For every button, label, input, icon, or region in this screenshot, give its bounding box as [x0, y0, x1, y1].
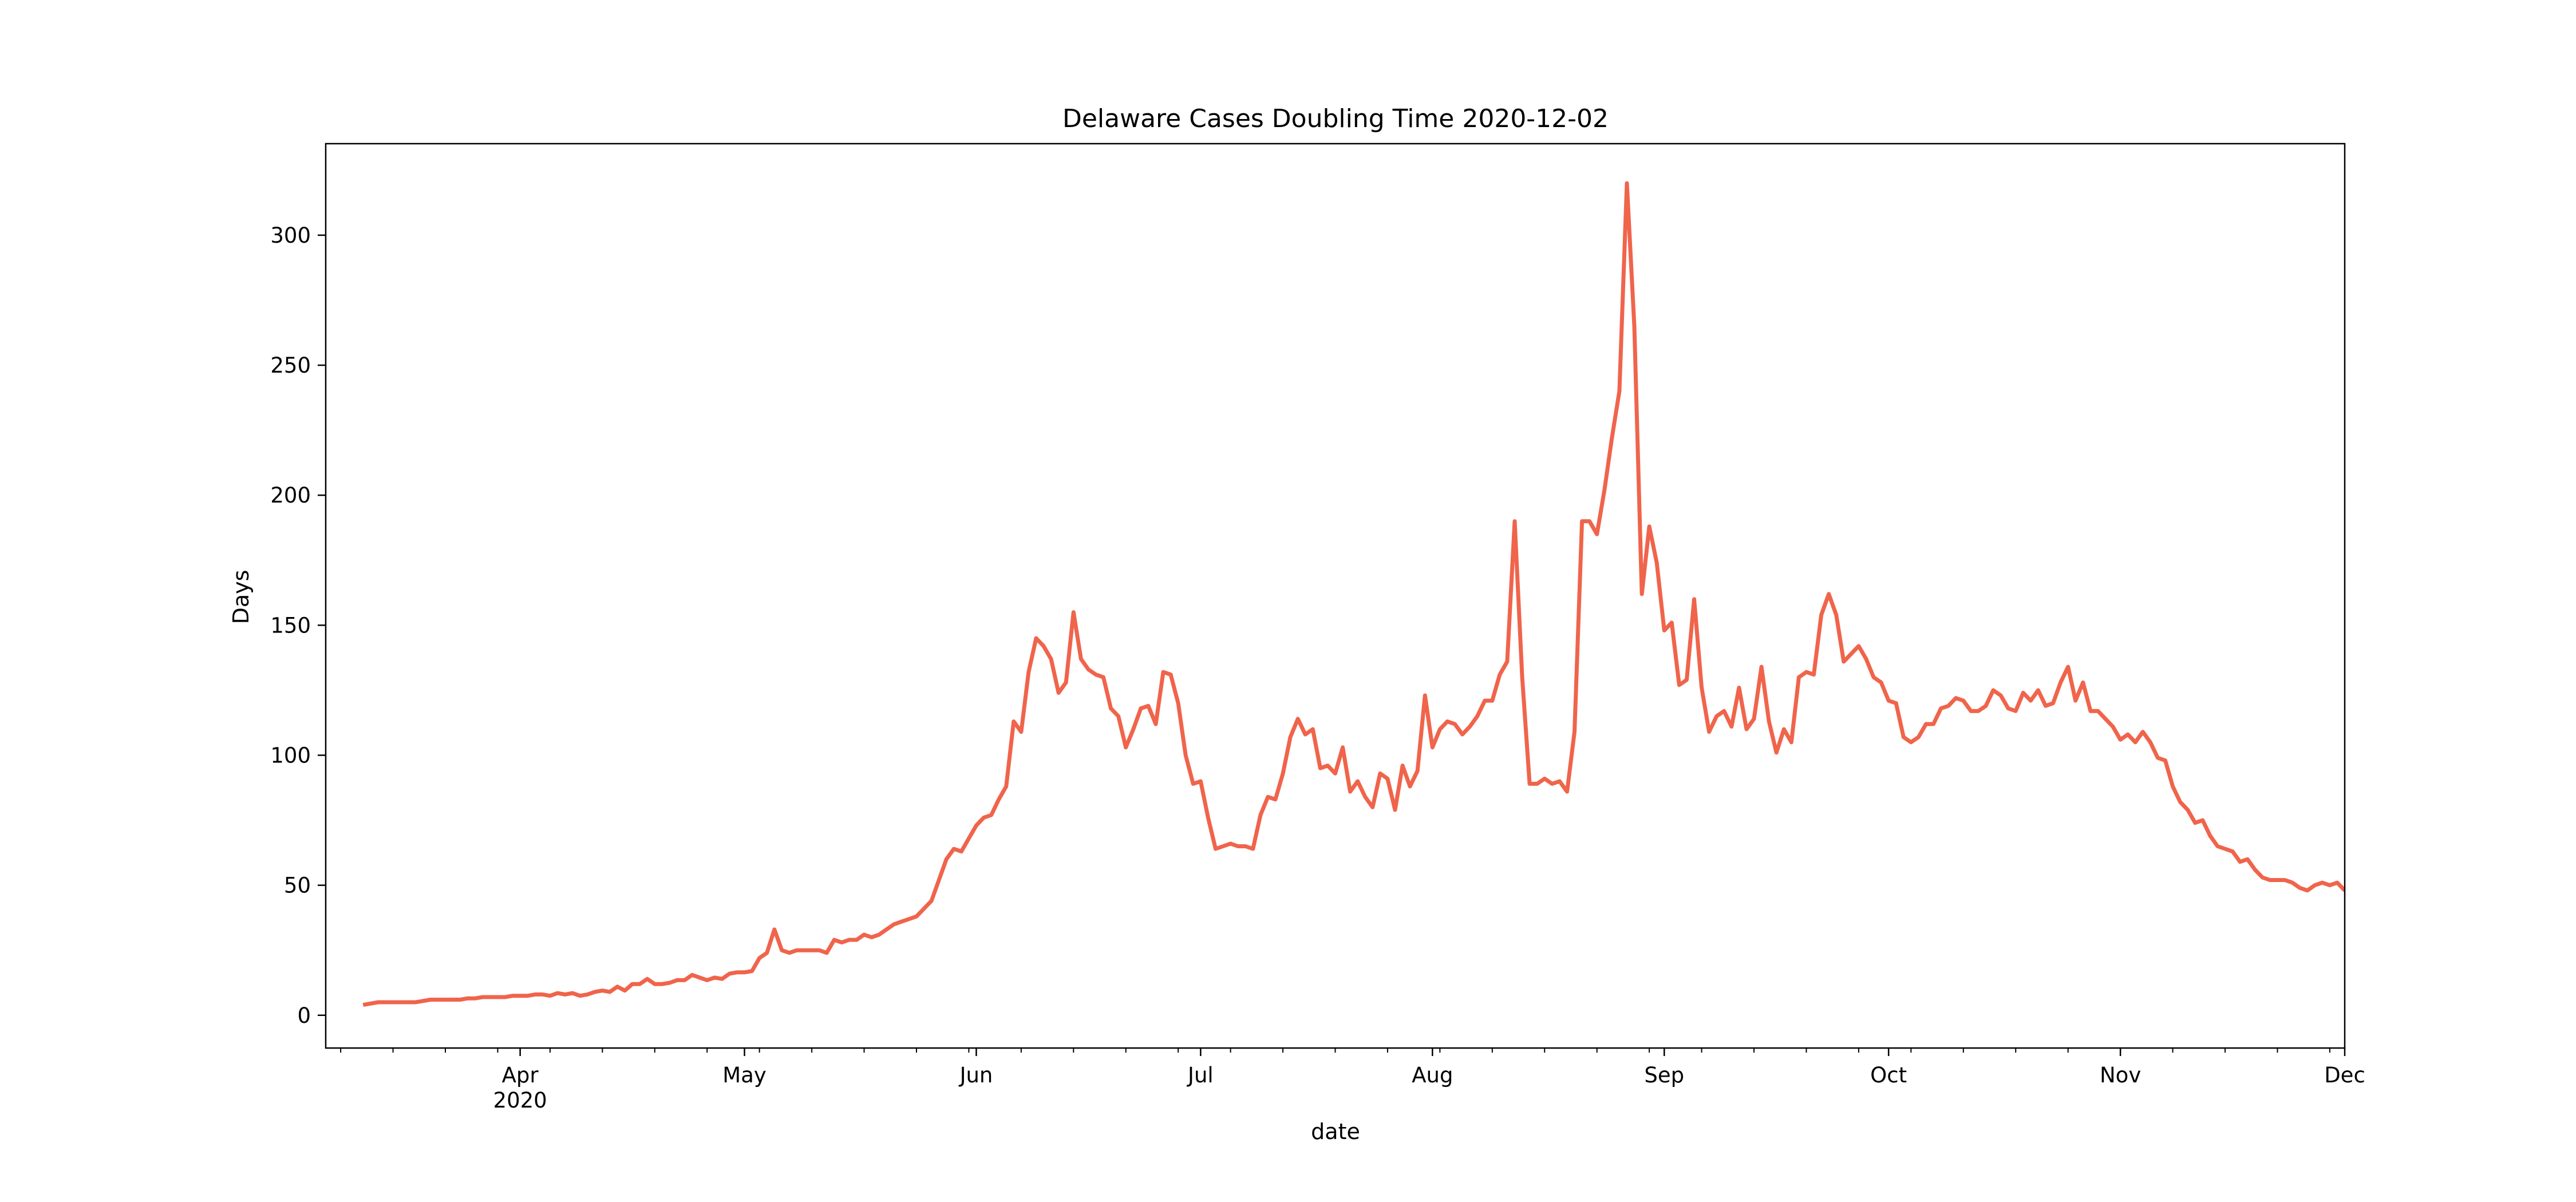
data-line	[362, 181, 2345, 1007]
x-tick-label: Jun	[959, 1063, 993, 1088]
chart-title: Delaware Cases Doubling Time 2020-12-02	[1062, 104, 1609, 133]
x-tick-label: May	[722, 1063, 767, 1088]
x-tick-label: Apr 2020	[493, 1063, 547, 1113]
x-tick-label: Dec	[2324, 1063, 2365, 1088]
x-tick-label: Jul	[1187, 1063, 1214, 1088]
y-tick-label: 50	[284, 873, 311, 898]
x-tick-label: Aug	[1412, 1063, 1453, 1088]
y-tick-label: 0	[297, 1003, 311, 1028]
x-tick-label: Nov	[2100, 1063, 2141, 1088]
y-tick-label: 200	[270, 483, 311, 508]
x-tick-label: Sep	[1644, 1063, 1684, 1088]
y-tick-label: 150	[270, 613, 311, 638]
x-tick-label: Oct	[1870, 1063, 1907, 1088]
y-tick-label: 250	[270, 353, 311, 378]
y-tick-label: 300	[270, 223, 311, 248]
plot-frame	[325, 143, 2346, 1049]
x-axis-label: date	[1311, 1119, 1360, 1144]
y-axis-label: Days	[228, 570, 254, 624]
y-tick-label: 100	[270, 743, 311, 768]
